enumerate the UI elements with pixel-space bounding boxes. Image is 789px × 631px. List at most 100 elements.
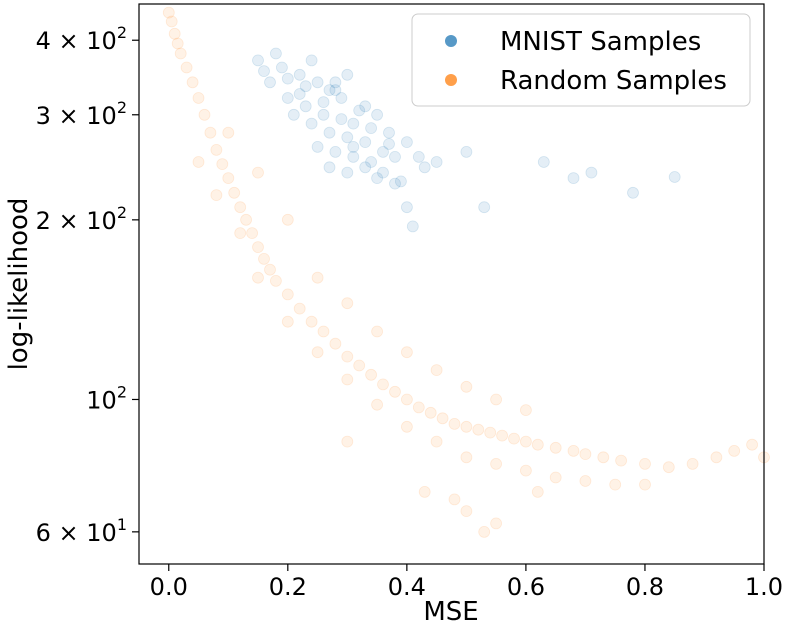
data-point [686, 457, 699, 470]
data-point [281, 72, 294, 85]
data-point [269, 47, 282, 60]
data-point [639, 457, 651, 470]
legend-box [411, 13, 751, 107]
data-point [537, 156, 550, 168]
data-point [359, 100, 372, 113]
data-point [609, 478, 622, 491]
data-point [478, 526, 491, 538]
data-point [293, 302, 306, 315]
data-point [418, 161, 431, 174]
data-point [252, 166, 264, 179]
legend-marker-random [445, 74, 457, 86]
data-point [341, 297, 354, 310]
data-point [192, 156, 205, 168]
data-point [359, 161, 372, 174]
data-point [305, 117, 318, 130]
data-point [299, 80, 312, 93]
data-point [228, 186, 241, 199]
data-point [162, 6, 175, 19]
x-axis-ticks: 0.0 0.2 0.4 0.6 0.8 1.0 [150, 564, 783, 601]
data-point [341, 68, 354, 81]
data-point [335, 92, 348, 104]
data-point [311, 271, 324, 284]
data-point [377, 166, 389, 179]
data-point [710, 451, 723, 464]
data-point [377, 378, 389, 391]
y-tick-label: 6 × 101 [36, 515, 127, 547]
series-random-samples [162, 6, 770, 538]
data-point [281, 315, 294, 328]
data-point [460, 145, 473, 158]
data-point [389, 177, 401, 190]
data-point [460, 420, 473, 433]
data-point [668, 171, 681, 183]
x-axis-title: MSE [423, 597, 478, 627]
y-tick-exponent: 2 [117, 203, 127, 222]
data-point [472, 423, 485, 436]
data-point [258, 65, 270, 77]
data-point [204, 126, 217, 139]
data-point [299, 100, 312, 113]
x-tick-label: 0.8 [626, 573, 664, 601]
data-point [222, 172, 235, 185]
y-tick-base: 10 [86, 386, 117, 414]
x-tick-label: 0.4 [388, 573, 426, 601]
data-point [418, 485, 431, 498]
data-point [377, 145, 389, 158]
data-point [400, 136, 413, 149]
data-point [412, 401, 425, 414]
data-point [311, 346, 324, 359]
y-tick-label: 3 × 102 [36, 98, 127, 130]
data-point [264, 263, 276, 276]
data-point [216, 158, 229, 171]
data-point [335, 113, 348, 125]
data-point [323, 84, 336, 96]
y-tick-base: 3 × 10 [36, 102, 117, 130]
data-point [597, 451, 610, 464]
data-point [579, 475, 592, 487]
data-point [329, 337, 342, 350]
data-point [171, 37, 184, 50]
data-point [490, 457, 503, 470]
data-point [305, 315, 318, 328]
data-point [252, 241, 264, 254]
data-point [198, 108, 211, 121]
data-point [371, 172, 384, 185]
data-point [394, 175, 407, 188]
data-point [549, 441, 562, 454]
data-point [430, 364, 443, 377]
data-point [400, 393, 413, 406]
data-point [222, 126, 235, 139]
data-point [627, 186, 639, 199]
data-point [400, 346, 413, 359]
data-point [275, 61, 288, 74]
data-point [383, 138, 395, 150]
data-point [281, 288, 294, 301]
y-tick-label: 4 × 102 [36, 23, 127, 55]
data-point [365, 122, 378, 135]
y-tick-base: 6 × 10 [36, 519, 117, 547]
y-tick-base: 4 × 10 [36, 27, 117, 55]
data-point [371, 325, 384, 338]
data-point [430, 156, 443, 168]
data-point [424, 406, 437, 419]
data-point [400, 201, 413, 214]
data-point [549, 471, 562, 484]
data-point [508, 432, 520, 445]
data-point [165, 15, 178, 28]
data-point [281, 92, 294, 104]
data-point [365, 368, 378, 381]
data-point [329, 76, 342, 89]
y-tick-exponent: 1 [117, 515, 127, 534]
data-point [412, 150, 425, 163]
data-point [436, 412, 449, 425]
data-point [400, 420, 413, 433]
data-point [317, 325, 330, 338]
data-point [389, 385, 401, 398]
data-point [341, 350, 354, 363]
data-point [460, 505, 473, 518]
data-point [234, 227, 247, 240]
data-point [246, 227, 259, 240]
